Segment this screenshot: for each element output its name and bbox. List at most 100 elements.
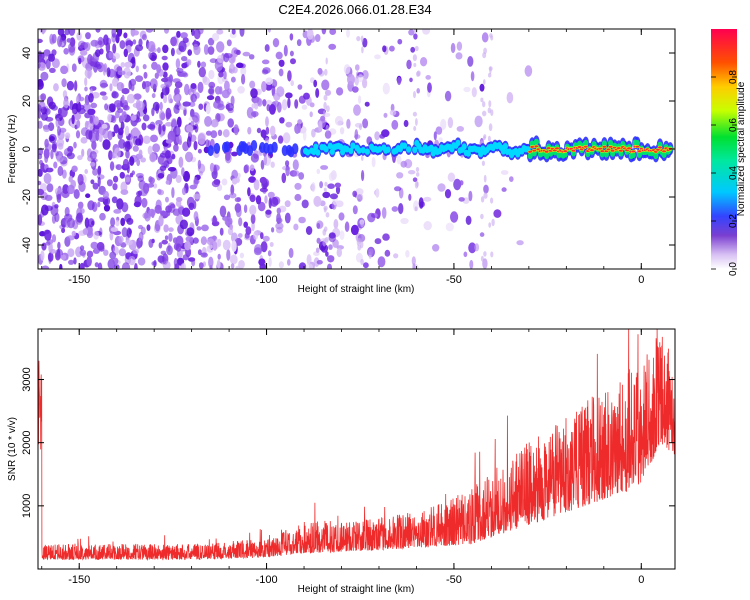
spectrogram-noise-dot xyxy=(325,212,330,218)
signal-band-blob xyxy=(313,143,319,150)
spectrogram-noise-dot xyxy=(124,125,130,137)
spectrogram-noise-dot xyxy=(161,55,168,61)
signal-band-blob xyxy=(600,150,605,153)
spectrogram-noise-dot xyxy=(353,104,361,116)
spectrogram-noise-dot xyxy=(211,180,220,188)
spectrogram-noise-dot xyxy=(284,200,291,208)
spectrogram-noise-dot xyxy=(74,80,78,92)
spectrogram-noise-dot xyxy=(432,244,440,252)
signal-band-blob xyxy=(634,139,640,147)
signal-band-blob xyxy=(500,148,506,155)
spectrogram-noise-dot xyxy=(159,101,163,111)
spectrogram-noise-dot xyxy=(230,184,235,196)
signal-band-blob xyxy=(602,145,607,148)
signal-band-blob xyxy=(583,145,588,148)
spectrogram-x-tick-label: -100 xyxy=(256,274,278,286)
spectrogram-noise-dot xyxy=(281,172,287,184)
signal-band-blob xyxy=(590,149,594,152)
spectrogram-noise-dot xyxy=(110,227,119,233)
spectrogram-noise-dot xyxy=(79,249,87,256)
spectrogram-noise-dot xyxy=(329,29,337,35)
colorbar-tick-label: 0.0 xyxy=(728,262,739,276)
spectrogram-noise-dot xyxy=(391,206,399,212)
spectrogram-noise-dot xyxy=(265,137,270,144)
spectrogram-noise-dot xyxy=(111,29,117,38)
spectrogram-noise-dot xyxy=(367,212,376,223)
spectrogram-noise-dot xyxy=(359,124,362,131)
spectrogram-noise-dot xyxy=(84,169,88,174)
spectrogram-noise-dot xyxy=(356,237,360,246)
spectrogram-noise-dot xyxy=(217,55,225,63)
spectrogram-noise-dot xyxy=(176,30,181,38)
spectrogram-noise-dot xyxy=(265,116,269,127)
signal-band-blob xyxy=(465,150,471,157)
spectrogram-noise-dot xyxy=(409,77,413,83)
spectrogram-noise-dot xyxy=(85,193,91,198)
spectrogram-noise-dot xyxy=(281,99,288,111)
spectrogram-noise-dot xyxy=(160,112,166,121)
spectrogram-noise-dot xyxy=(272,38,280,48)
spectrogram-noise-dot xyxy=(273,92,281,101)
spectrogram-noise-dot xyxy=(109,161,115,171)
spectrogram-noise-dot xyxy=(178,156,184,168)
spectrogram-noise-dot xyxy=(390,103,395,112)
spectrogram-noise-dot xyxy=(123,67,131,79)
spectrogram-noise-dot xyxy=(229,224,234,230)
spectrogram-noise-dot xyxy=(397,76,402,86)
spectrogram-noise-dot xyxy=(126,217,134,225)
spectrogram-noise-dot xyxy=(102,190,109,200)
spectrogram-noise-dot xyxy=(216,41,225,53)
spectrogram-noise-dot xyxy=(106,67,111,78)
spectrogram-noise-dot xyxy=(223,52,230,63)
spectrogram-noise-dot xyxy=(120,217,126,227)
spectrogram-noise-dot xyxy=(301,104,308,110)
spectrogram-noise-dot xyxy=(269,104,276,115)
spectrogram-noise-dot xyxy=(260,241,268,253)
spectrogram-noise-dot xyxy=(474,243,480,252)
spectrogram-noise-dot xyxy=(187,49,192,56)
spectrogram-noise-dot xyxy=(73,141,77,149)
signal-band-blob xyxy=(461,143,467,150)
spectrogram-noise-dot xyxy=(219,227,224,236)
spectrogram-noise-dot xyxy=(205,103,211,115)
spectrogram-noise-dot xyxy=(490,35,494,41)
spectrogram-noise-dot xyxy=(309,102,315,108)
spectrogram-noise-dot xyxy=(79,208,85,214)
spectrogram-noise-dot xyxy=(488,66,493,71)
spectrogram-noise-dot xyxy=(450,211,459,223)
spectrogram-noise-dot xyxy=(181,262,187,269)
spectrogram-noise-dot xyxy=(316,222,321,229)
colorbar-tick-label: 0.8 xyxy=(728,70,739,84)
spectrogram-noise-dot xyxy=(253,230,259,240)
spectrogram-noise-dot xyxy=(117,70,126,76)
spectrogram-noise-dot xyxy=(263,155,272,166)
spectrogram-noise-dot xyxy=(213,165,217,175)
spectrogram-noise-dot xyxy=(43,173,52,184)
spectrogram-noise-dot xyxy=(102,128,110,139)
snr-x-tick-label: -150 xyxy=(68,574,90,586)
spectrogram-noise-dot xyxy=(218,71,224,78)
spectrogram-noise-dot xyxy=(197,29,204,35)
spectrogram-noise-dot xyxy=(257,201,266,212)
spectrogram-noise-dot xyxy=(265,99,273,106)
spectrogram-noise-dot xyxy=(119,171,126,179)
spectrogram-noise-dot xyxy=(178,40,187,53)
spectrogram-noise-dot xyxy=(120,181,128,193)
spectrogram-noise-dot xyxy=(38,153,43,160)
spectrogram-noise-dot xyxy=(40,93,47,101)
spectrogram-noise-dot xyxy=(177,72,186,77)
spectrogram-noise-dot xyxy=(313,257,320,267)
spectrogram-noise-dot xyxy=(335,185,341,195)
snr-y-tick-label: 3000 xyxy=(21,367,33,391)
spectrogram-noise-dot xyxy=(165,196,169,203)
spectrogram-noise-dot xyxy=(362,118,369,129)
spectrogram-noise-dot xyxy=(64,29,70,36)
spectrogram-noise-dot xyxy=(166,112,172,118)
spectrogram-noise-dot xyxy=(243,164,249,174)
spectrogram-noise-dot xyxy=(143,71,148,79)
spectrogram-noise-dot xyxy=(38,214,43,226)
spectrogram-noise-dot xyxy=(325,251,329,257)
spectrogram-noise-dot xyxy=(173,144,179,152)
signal-band-blob xyxy=(577,146,582,148)
spectrogram-noise-dot xyxy=(364,101,370,107)
